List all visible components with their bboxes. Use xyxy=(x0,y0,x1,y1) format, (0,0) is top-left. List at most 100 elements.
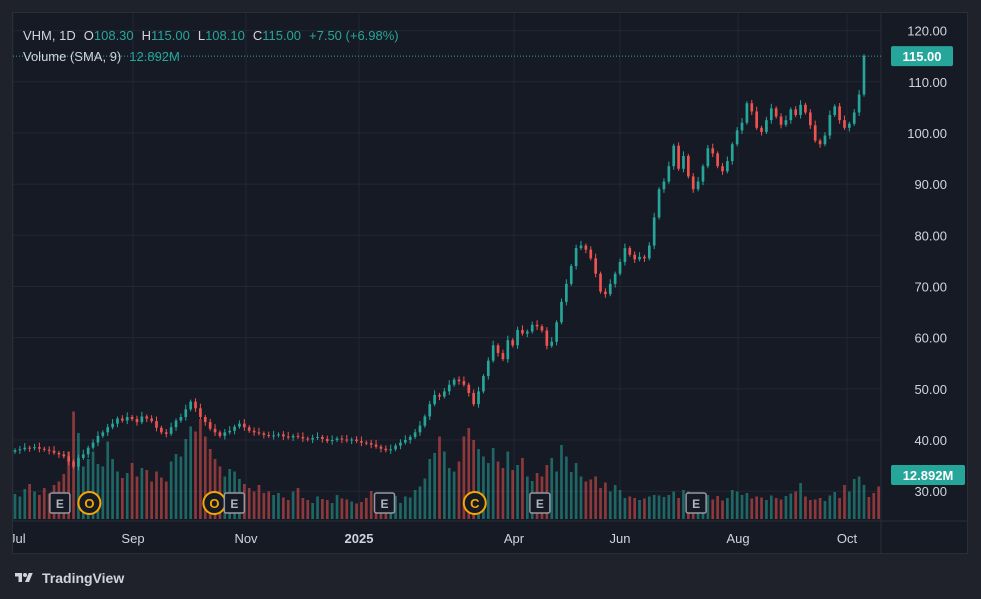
candle-body xyxy=(584,245,588,250)
volume-row: Volume (SMA, 9) 12.892M xyxy=(23,46,399,67)
volume-bar xyxy=(726,498,729,519)
volume-bar xyxy=(808,500,812,519)
candle-body xyxy=(286,436,290,438)
volume-bar xyxy=(174,454,178,519)
candle-body xyxy=(647,245,651,259)
candle-body xyxy=(804,104,807,113)
price-tick-label: 120.00 xyxy=(907,24,947,39)
legend-interval[interactable]: 1D xyxy=(59,28,76,43)
candle-body xyxy=(296,435,300,437)
volume-bar xyxy=(77,433,80,519)
candle-body xyxy=(535,324,539,327)
volume-bar xyxy=(750,498,754,519)
candle-body xyxy=(594,258,597,274)
volume-bar xyxy=(106,441,110,519)
candle-body xyxy=(599,273,602,292)
candle-body xyxy=(428,404,432,417)
volume-bar xyxy=(23,489,27,519)
volume-bar xyxy=(345,499,349,519)
volume-bar xyxy=(418,486,422,519)
volume-bar xyxy=(784,496,788,519)
candle-body xyxy=(857,94,861,113)
candle-body xyxy=(72,461,75,467)
volume-bar xyxy=(286,500,290,519)
price-tick-label: 50.00 xyxy=(914,382,947,397)
volume-bar xyxy=(604,482,607,519)
volume-bar xyxy=(335,495,339,519)
candle-body xyxy=(687,155,690,177)
candle-body xyxy=(282,434,285,437)
volume-bar xyxy=(272,495,275,519)
volume-bar xyxy=(325,500,329,519)
volume-bar xyxy=(818,498,822,519)
candle-body xyxy=(735,130,739,145)
candle-body xyxy=(638,256,641,260)
candle-body xyxy=(13,450,17,452)
legend-symbol[interactable]: VHM xyxy=(23,28,52,43)
time-tick-label: Oct xyxy=(837,531,858,546)
candle-body xyxy=(833,106,837,116)
candle-body xyxy=(28,447,31,449)
volume-bar xyxy=(408,497,412,519)
candle-body xyxy=(384,448,388,451)
chart-frame[interactable]: 120.00 110.00 100.00 90.00 80.00 70.00 60.00 50… xyxy=(12,12,968,554)
candle-body xyxy=(272,435,275,437)
volume-bar xyxy=(877,486,880,519)
volume-bar xyxy=(608,491,612,519)
candle-body xyxy=(262,433,266,435)
volume-bar xyxy=(482,456,485,519)
volume-bar xyxy=(521,458,524,519)
event-marker-circle xyxy=(462,491,487,515)
volume-bar xyxy=(472,440,475,519)
volume-bar xyxy=(706,495,710,519)
volume-bar xyxy=(443,451,446,519)
volume-bar xyxy=(457,461,461,519)
volume-bar xyxy=(86,459,90,519)
candle-body xyxy=(101,432,105,436)
candle-body xyxy=(96,435,100,443)
volume-bar xyxy=(477,449,480,519)
candle-body xyxy=(330,440,334,442)
volume-bar xyxy=(735,491,739,519)
candle-body xyxy=(711,148,715,154)
volume-bar xyxy=(647,496,651,519)
candle-body xyxy=(443,391,446,397)
price-tick-label: 100.00 xyxy=(907,126,947,141)
volume-bar xyxy=(486,463,490,519)
legend-volume-label[interactable]: Volume (SMA, 9) xyxy=(23,49,122,64)
candle-body xyxy=(316,436,319,438)
event-marker-circle xyxy=(77,491,102,515)
volume-bar xyxy=(721,500,724,519)
volume-bar xyxy=(150,481,153,519)
candle-body xyxy=(325,438,329,442)
time-tick-label: Sep xyxy=(121,531,144,546)
candle-body xyxy=(345,439,349,441)
volume-bar xyxy=(135,476,139,519)
event-marker-label: E xyxy=(56,497,64,511)
volume-bar xyxy=(643,498,646,519)
candle-body xyxy=(555,322,558,342)
candle-body xyxy=(730,144,734,162)
candle-body xyxy=(530,324,534,332)
candle-body xyxy=(399,442,402,446)
price-chart[interactable]: 120.00 110.00 100.00 90.00 80.00 70.00 60.00 50… xyxy=(13,13,968,554)
legend-high: 115.00 xyxy=(151,28,190,43)
volume-bar xyxy=(452,471,456,519)
legend-low-label: L xyxy=(197,28,206,43)
volume-bar xyxy=(613,485,617,519)
candle-body xyxy=(174,420,178,428)
volume-bar xyxy=(804,496,807,519)
legend-close: 115.00 xyxy=(262,28,302,43)
tradingview-brand[interactable]: TradingView xyxy=(12,568,124,588)
candle-body xyxy=(760,127,763,132)
time-tick-label: 2025 xyxy=(345,531,374,546)
volume-bar xyxy=(116,471,119,519)
volume-bar xyxy=(399,503,402,519)
volume-bar xyxy=(730,490,734,519)
volume-bar xyxy=(623,498,627,519)
volume-bar xyxy=(247,488,251,519)
volume-bar xyxy=(213,459,217,519)
event-marker-box xyxy=(223,492,246,514)
volume-bar xyxy=(340,498,344,519)
